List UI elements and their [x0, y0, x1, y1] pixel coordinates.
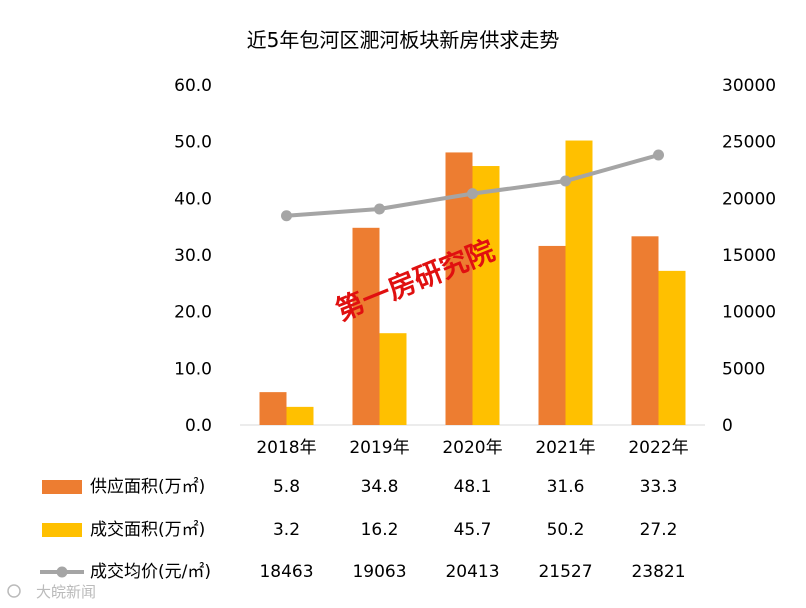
legend-label: 成交均价(元/㎡): [90, 562, 211, 582]
line-point: [560, 175, 571, 187]
source-watermark-text: 大皖新闻: [36, 583, 96, 601]
x-tick-label: 2018年: [256, 438, 316, 458]
data-label: 48.1: [454, 477, 492, 497]
bar: [286, 406, 314, 425]
bar: [538, 245, 566, 425]
bar: [472, 166, 500, 426]
y-left-tick-label: 60.0: [174, 76, 212, 96]
x-tick-label: 2021年: [535, 438, 595, 458]
x-tick-label: 2020年: [442, 438, 502, 458]
legend-label: 供应面积(万㎡): [90, 477, 205, 497]
line-point: [281, 210, 292, 222]
y-right-tick-label: 30000: [722, 76, 776, 96]
y-right-tick-label: 0: [722, 416, 733, 436]
y-left-tick-label: 50.0: [174, 133, 212, 153]
bar: [352, 227, 380, 425]
y-left-tick-label: 40.0: [174, 189, 212, 209]
data-label: 21527: [538, 562, 592, 582]
chart-title: 近5年包河区淝河板块新房供求走势: [247, 28, 560, 52]
data-label: 27.2: [640, 520, 678, 540]
bar: [379, 333, 407, 425]
line-point: [653, 149, 664, 161]
data-label: 45.7: [454, 520, 492, 540]
legend-label: 成交面积(万㎡): [90, 520, 205, 540]
legend-marker: [56, 566, 68, 578]
y-right-tick-label: 5000: [722, 359, 765, 379]
data-label: 50.2: [547, 520, 585, 540]
y-left-tick-label: 0.0: [185, 416, 212, 436]
line-point: [374, 203, 385, 215]
data-label: 18463: [259, 562, 313, 582]
y-right-tick-label: 10000: [722, 303, 776, 323]
bar: [565, 140, 593, 426]
x-tick-label: 2019年: [349, 438, 409, 458]
y-left-tick-label: 20.0: [174, 303, 212, 323]
x-tick-label: 2022年: [628, 438, 688, 458]
data-label: 23821: [631, 562, 685, 582]
data-label: 34.8: [361, 477, 399, 497]
data-label: 31.6: [547, 477, 585, 497]
source-watermark: 大皖新闻: [7, 583, 96, 601]
data-label: 16.2: [361, 520, 399, 540]
legend-swatch: [42, 523, 82, 537]
data-label: 5.8: [273, 477, 300, 497]
source-logo-icon: [7, 584, 21, 598]
data-label: 19063: [352, 562, 406, 582]
data-label: 20413: [445, 562, 499, 582]
y-right-tick-label: 20000: [722, 189, 776, 209]
line-point: [467, 188, 478, 200]
bar: [631, 236, 659, 425]
y-right-tick-label: 15000: [722, 246, 776, 266]
y-left-tick-label: 30.0: [174, 246, 212, 266]
bar: [658, 270, 686, 425]
bar: [259, 392, 287, 425]
y-left-tick-label: 10.0: [174, 359, 212, 379]
data-label: 33.3: [640, 477, 678, 497]
legend-swatch: [42, 480, 82, 494]
y-right-tick-label: 25000: [722, 133, 776, 153]
data-label: 3.2: [273, 520, 300, 540]
